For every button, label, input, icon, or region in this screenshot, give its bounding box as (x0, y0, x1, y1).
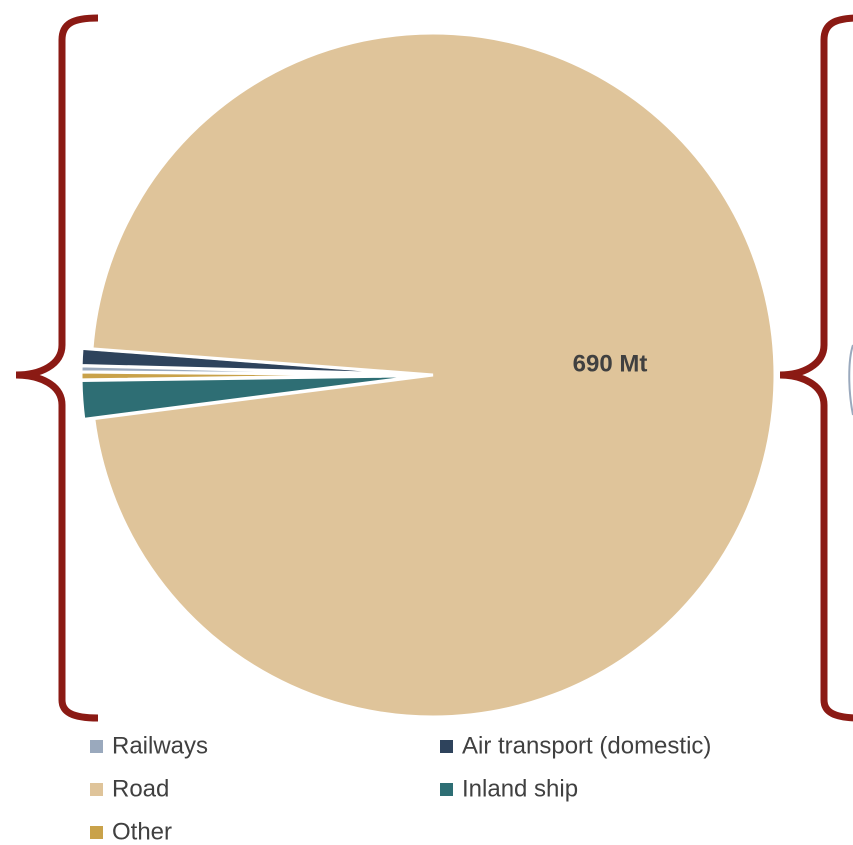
data-label: 690 Mt (573, 350, 648, 377)
legend-swatch (90, 783, 103, 796)
pie-slice (90, 31, 777, 719)
legend-label: Other (112, 818, 172, 845)
legend-swatch (440, 783, 453, 796)
next-pie-edge (848, 344, 853, 416)
right-brace (779, 14, 853, 722)
legend-label: Inland ship (462, 775, 578, 802)
legend-swatch (90, 740, 103, 753)
legend-label: Air transport (domestic) (462, 732, 711, 759)
legend-label: Road (112, 775, 169, 802)
pie-slice (79, 370, 424, 382)
legend-label: Railways (112, 732, 208, 759)
pie: 690 Mt (79, 31, 777, 719)
legend-swatch (440, 740, 453, 753)
legend-swatch (90, 826, 103, 839)
left-brace (15, 14, 99, 722)
legend: Railways Air transport (domestic) Road Inla… (90, 732, 711, 845)
